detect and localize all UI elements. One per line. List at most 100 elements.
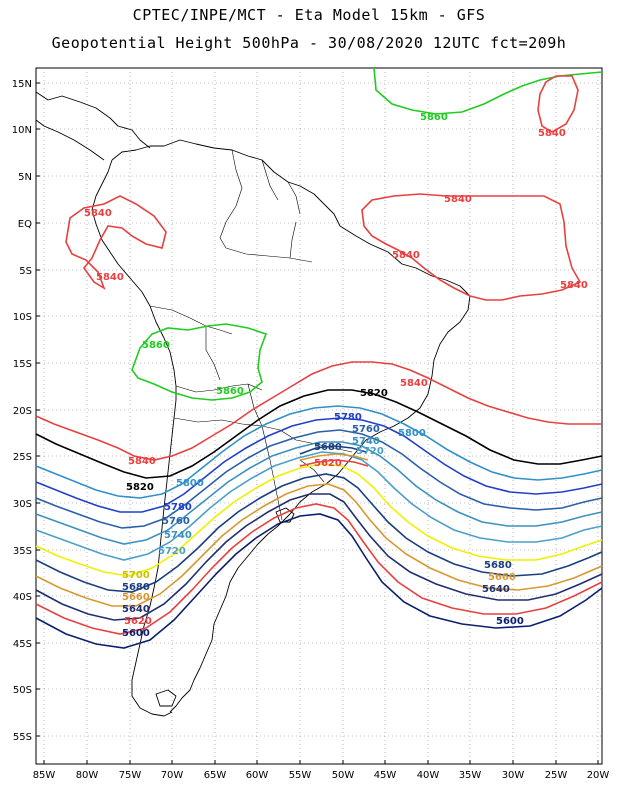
contour-label: 5740 <box>164 530 192 541</box>
lon-label: 50W <box>332 770 355 781</box>
lat-label: 10N <box>12 125 32 136</box>
lon-label: 80W <box>76 770 99 781</box>
contour-5660 <box>35 483 603 607</box>
contour-label: 5740 <box>352 436 380 447</box>
lon-label: 40W <box>417 770 440 781</box>
map-grid <box>36 68 602 764</box>
contour-5840-main <box>35 361 602 461</box>
lat-label: 20S <box>13 406 32 417</box>
contour-5720 <box>35 451 603 561</box>
pacific-coast <box>91 159 177 717</box>
contour-5620 <box>35 503 603 635</box>
contour-label: 5660 <box>122 592 150 603</box>
contour-5740 <box>35 441 603 545</box>
contour-label: 5860 <box>216 386 244 397</box>
contour-5680-inner <box>299 445 367 455</box>
borders <box>149 149 353 521</box>
contour-label: 5840 <box>444 194 472 205</box>
lat-label: 50S <box>13 685 32 696</box>
contour-label: 5780 <box>164 502 192 513</box>
contour-label: 5660 <box>488 572 516 583</box>
south-america-coast <box>111 139 471 713</box>
contour-label: 5800 <box>176 478 204 489</box>
contour-label: 5840 <box>96 272 124 283</box>
lat-label: 55S <box>13 732 32 743</box>
contour-label: 5860 <box>420 112 448 123</box>
chart-subtitle: Geopotential Height 500hPa - 30/08/2020 … <box>51 34 567 52</box>
lat-label: 25S <box>13 452 32 463</box>
lon-label: 55W <box>289 770 312 781</box>
contour-5640 <box>35 493 603 621</box>
contour-label: 5840 <box>400 378 428 389</box>
contour-label: 5820 <box>360 388 388 399</box>
lat-label: 40S <box>13 592 32 603</box>
contour-label: 5680 <box>484 560 512 571</box>
caribbean-coast <box>35 119 105 161</box>
lon-label: 20W <box>587 770 610 781</box>
contour-label: 5800 <box>398 428 426 439</box>
contour-label: 5640 <box>122 604 150 615</box>
contour-label: 5820 <box>126 482 154 493</box>
coastlines <box>35 91 471 717</box>
contour-label: 5760 <box>162 516 190 527</box>
lat-label: EQ <box>18 219 32 230</box>
contour-label: 5640 <box>482 584 510 595</box>
contour-5760 <box>35 429 603 529</box>
contour-5840-caribbean <box>537 75 579 133</box>
contour-label: 5840 <box>128 456 156 467</box>
contour-label: 5700 <box>122 570 150 581</box>
lon-label: 60W <box>246 770 269 781</box>
lat-label: 30S <box>13 499 32 510</box>
contour-5700 <box>35 463 603 577</box>
lon-label: 30W <box>502 770 525 781</box>
lon-label: 75W <box>119 770 142 781</box>
lat-label: 45S <box>13 639 32 650</box>
lat-label: 10S <box>13 312 32 323</box>
contour-labels: 5860 5860 5860 5840 5840 5840 5840 5840 … <box>84 112 588 639</box>
contour-label: 5840 <box>392 250 420 261</box>
lat-label: 15N <box>12 79 32 90</box>
falklands <box>275 507 295 523</box>
contour-5840-ecuador <box>65 195 167 290</box>
contour-5600 <box>35 513 603 649</box>
contour-label: 5840 <box>560 280 588 291</box>
contour-label: 5860 <box>142 340 170 351</box>
contour-label: 5620 <box>124 616 152 627</box>
lon-label: 85W <box>33 770 56 781</box>
tierra-del-fuego <box>155 689 177 707</box>
contour-5800 <box>35 405 603 499</box>
lon-label: 35W <box>459 770 482 781</box>
lon-label: 65W <box>204 770 227 781</box>
contour-label: 5840 <box>84 208 112 219</box>
lon-label: 25W <box>545 770 568 781</box>
contour-5660-inner <box>299 453 369 461</box>
contour-label: 5720 <box>158 546 186 557</box>
contour-label: 5680 <box>122 582 150 593</box>
contour-label: 5680 <box>314 442 342 453</box>
map-frame <box>35 67 603 765</box>
contour-label: 5620 <box>314 458 342 469</box>
lat-label: 5S <box>19 266 32 277</box>
chart-title: CPTEC/INPE/MCT - Eta Model 15km - GFS <box>132 6 486 24</box>
lat-label: 5N <box>18 172 32 183</box>
contour-5840-atlantic-north <box>361 193 582 301</box>
latitude-labels: 15N 10N 5N EQ 5S 10S 15S 20S 25S 30S 35S… <box>12 79 32 743</box>
central-america-coast <box>35 91 151 149</box>
contour-5860-north <box>373 67 603 115</box>
lon-label: 45W <box>374 770 397 781</box>
lon-label: 70W <box>161 770 184 781</box>
longitude-labels: 85W 80W 75W 70W 65W 60W 55W 50W 45W 40W … <box>33 770 610 781</box>
contour-label: 5720 <box>356 446 384 457</box>
lat-label: 35S <box>13 546 32 557</box>
contour-label: 5600 <box>496 616 524 627</box>
contour-5680 <box>35 473 603 593</box>
contours <box>35 67 603 649</box>
lat-label: 15S <box>13 359 32 370</box>
contour-label: 5600 <box>122 628 150 639</box>
contour-5620-inner <box>299 459 369 467</box>
contour-label: 5760 <box>352 424 380 435</box>
contour-5820 <box>35 389 603 479</box>
contour-label: 5840 <box>538 128 566 139</box>
axis-ticks <box>36 82 599 764</box>
